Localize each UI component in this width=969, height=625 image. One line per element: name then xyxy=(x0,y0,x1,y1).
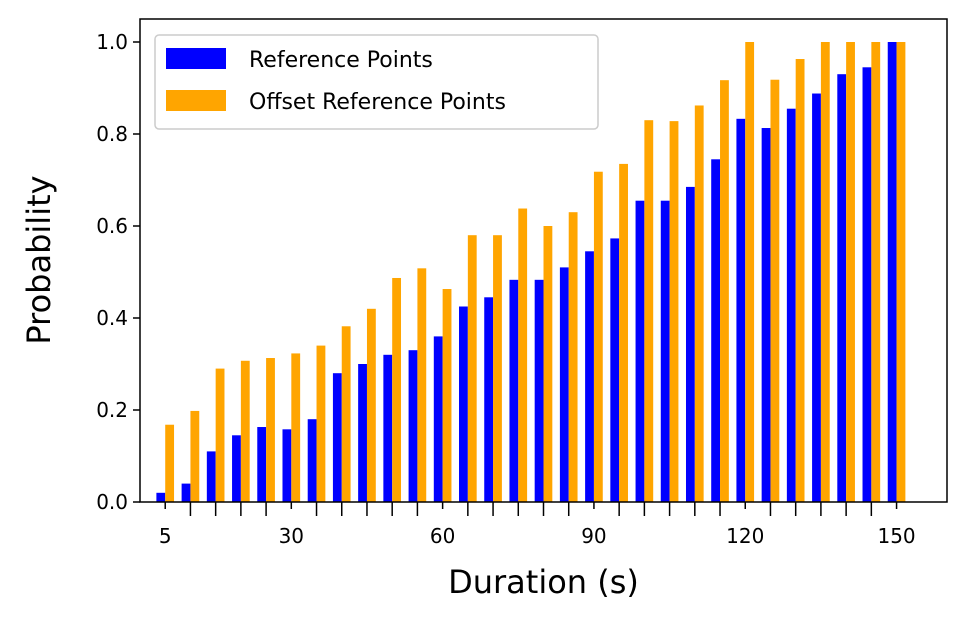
bar-reference-points-20 xyxy=(232,435,241,502)
legend-box xyxy=(154,34,599,130)
bar-offset-reference-points-135 xyxy=(820,42,830,502)
legend-swatch-reference-points xyxy=(166,48,226,69)
y-tick-label: 0.8 xyxy=(96,122,128,146)
y-tick-label: 0.0 xyxy=(96,490,128,514)
bar-reference-points-130 xyxy=(786,108,796,502)
bar-offset-reference-points-30 xyxy=(291,353,301,502)
bar-reference-points-150 xyxy=(887,42,897,502)
bar-offset-reference-points-80 xyxy=(543,226,553,502)
bar-offset-reference-points-55 xyxy=(417,268,427,502)
bar-reference-points-115 xyxy=(711,159,721,503)
bar-reference-points-125 xyxy=(761,128,771,502)
bar-offset-reference-points-100 xyxy=(644,120,654,502)
bar-offset-reference-points-10 xyxy=(190,410,200,502)
x-tick-label: 90 xyxy=(581,524,606,548)
bar-reference-points-10 xyxy=(181,483,191,502)
bar-reference-points-5 xyxy=(156,492,166,502)
bar-reference-points-25 xyxy=(257,427,267,502)
bar-reference-points-60 xyxy=(433,336,443,502)
y-axis-ticks: 0.0 0.2 0.4 0.6 0.8 1.0 xyxy=(96,30,140,514)
x-tick-label: 60 xyxy=(430,524,455,548)
legend-swatch-offset-reference-points xyxy=(166,90,226,111)
bar-offset-reference-points-90 xyxy=(593,171,603,502)
bar-offset-reference-points-50 xyxy=(392,277,402,502)
bars-group xyxy=(156,42,906,503)
bar-reference-points-40 xyxy=(332,373,342,502)
x-tick-label: 30 xyxy=(279,524,304,548)
legend-label-offset-reference-points: Offset Reference Points xyxy=(249,90,506,115)
bar-offset-reference-points-120 xyxy=(745,42,755,502)
bar-reference-points-145 xyxy=(862,67,872,503)
bar-offset-reference-points-105 xyxy=(669,121,679,503)
bar-reference-points-30 xyxy=(282,429,292,502)
y-tick-label: 0.6 xyxy=(96,214,128,238)
x-axis-title: Duration (s) xyxy=(448,563,639,601)
bar-offset-reference-points-15 xyxy=(215,368,225,502)
bar-offset-reference-points-65 xyxy=(467,235,477,502)
bar-offset-reference-points-75 xyxy=(518,208,528,502)
bar-reference-points-45 xyxy=(358,364,367,502)
bar-offset-reference-points-95 xyxy=(619,163,628,502)
bar-offset-reference-points-85 xyxy=(568,212,578,502)
bar-reference-points-80 xyxy=(534,279,544,502)
bar-offset-reference-points-150 xyxy=(896,42,906,502)
bar-offset-reference-points-20 xyxy=(240,360,250,502)
legend-label-reference-points: Reference Points xyxy=(249,48,433,73)
bar-offset-reference-points-130 xyxy=(795,59,805,503)
bar-reference-points-120 xyxy=(736,118,746,502)
bar-reference-points-55 xyxy=(408,350,418,502)
bar-offset-reference-points-5 xyxy=(165,424,175,502)
bar-offset-reference-points-140 xyxy=(846,42,855,502)
bar-offset-reference-points-70 xyxy=(493,235,502,502)
x-tick-label: 5 xyxy=(159,524,172,548)
bar-reference-points-15 xyxy=(206,451,216,502)
bar-reference-points-140 xyxy=(837,74,847,502)
x-tick-label: 120 xyxy=(726,524,764,548)
bar-reference-points-70 xyxy=(484,297,494,502)
bar-reference-points-85 xyxy=(559,267,569,502)
bar-reference-points-110 xyxy=(685,186,695,502)
bar-reference-points-100 xyxy=(635,200,645,502)
bar-reference-points-135 xyxy=(812,93,821,503)
y-tick-label: 0.2 xyxy=(96,398,128,422)
bar-reference-points-35 xyxy=(307,419,317,502)
bar-reference-points-105 xyxy=(660,200,670,502)
x-tick-label: 150 xyxy=(877,524,915,548)
bar-offset-reference-points-35 xyxy=(316,345,326,502)
y-axis-title: Probability xyxy=(20,175,58,344)
bar-reference-points-65 xyxy=(459,306,468,502)
y-tick-label: 1.0 xyxy=(96,30,128,54)
legend: Reference Points Offset Reference Points xyxy=(154,34,599,130)
bar-reference-points-90 xyxy=(585,251,594,502)
bar-offset-reference-points-60 xyxy=(442,289,452,502)
x-axis-ticks: 5 30 60 90 120 150 xyxy=(159,502,916,548)
bar-offset-reference-points-25 xyxy=(266,358,275,502)
bar-reference-points-50 xyxy=(383,354,393,502)
bar-offset-reference-points-115 xyxy=(720,80,729,503)
bar-offset-reference-points-40 xyxy=(341,326,351,502)
bar-offset-reference-points-110 xyxy=(694,105,704,502)
bar-reference-points-95 xyxy=(610,238,620,503)
y-tick-label: 0.4 xyxy=(96,306,128,330)
bar-offset-reference-points-145 xyxy=(871,42,881,502)
bar-offset-reference-points-125 xyxy=(770,79,780,502)
bar-reference-points-75 xyxy=(509,279,519,502)
bar-offset-reference-points-45 xyxy=(366,308,376,502)
